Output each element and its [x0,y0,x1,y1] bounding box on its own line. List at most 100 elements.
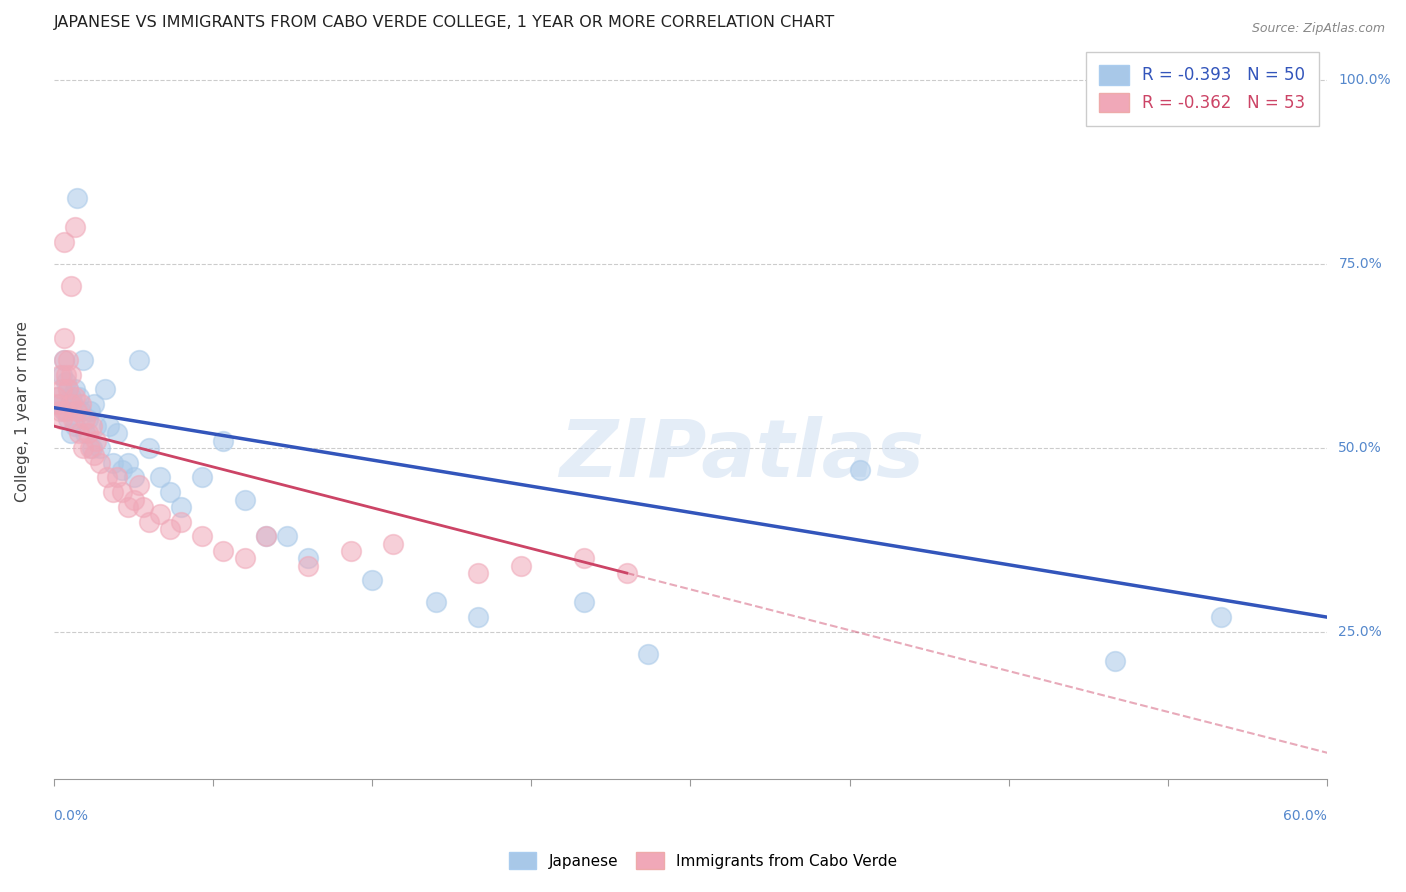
Point [59,397,82,411]
Point [159,522,181,536]
Point [55,404,77,418]
Point [233,492,256,507]
Point [58,352,80,367]
Point [93,382,115,396]
Point [467,610,489,624]
Point [89,441,111,455]
Point [509,558,531,573]
Point [53,404,76,418]
Point [425,595,447,609]
Point [276,529,298,543]
Point [53,331,76,345]
Point [138,441,160,455]
Point [117,456,139,470]
Point [110,485,132,500]
Point [467,566,489,580]
Point [297,558,319,573]
Point [63,390,86,404]
Point [96,470,118,484]
Point [58,382,80,396]
Point [51,382,73,396]
Point [63,220,86,235]
Point [149,470,172,484]
Text: JAPANESE VS IMMIGRANTS FROM CABO VERDE COLLEGE, 1 YEAR OR MORE CORRELATION CHART: JAPANESE VS IMMIGRANTS FROM CABO VERDE C… [53,15,835,30]
Point [79,441,101,455]
Point [128,352,150,367]
Point [124,470,146,484]
Point [149,507,172,521]
Text: 100.0%: 100.0% [1339,73,1391,87]
Legend: R = -0.393   N = 50, R = -0.362   N = 53: R = -0.393 N = 50, R = -0.362 N = 53 [1085,52,1319,126]
Point [637,647,659,661]
Point [84,419,107,434]
Point [58,382,80,396]
Point [89,456,111,470]
Point [53,352,76,367]
Point [72,352,94,367]
Point [46,390,69,404]
Point [574,551,596,566]
Point [67,426,90,441]
Point [59,279,82,293]
Point [49,404,72,418]
Point [59,426,82,441]
Point [53,352,76,367]
Point [83,397,105,411]
Point [212,434,235,448]
Point [66,191,89,205]
Point [76,426,98,441]
Point [49,397,72,411]
Point [45,390,67,404]
Point [84,434,107,448]
Point [339,544,361,558]
Point [59,390,82,404]
Point [132,500,155,514]
Point [1211,610,1233,624]
Point [382,536,405,550]
Text: 60.0%: 60.0% [1284,809,1327,823]
Point [128,478,150,492]
Point [254,529,277,543]
Point [212,544,235,558]
Point [110,463,132,477]
Point [124,492,146,507]
Point [191,470,214,484]
Legend: Japanese, Immigrants from Cabo Verde: Japanese, Immigrants from Cabo Verde [502,846,904,875]
Point [361,574,384,588]
Point [849,463,872,477]
Point [80,441,103,455]
Y-axis label: College, 1 year or more: College, 1 year or more [15,321,30,502]
Point [76,411,98,425]
Point [67,390,90,404]
Point [75,426,97,441]
Point [55,375,77,389]
Point [170,500,193,514]
Text: 50.0%: 50.0% [1339,441,1382,455]
Point [51,368,73,382]
Text: ZIPatlas: ZIPatlas [558,417,924,494]
Point [59,368,82,382]
Point [62,411,84,425]
Point [1104,654,1126,668]
Point [170,515,193,529]
Text: Source: ZipAtlas.com: Source: ZipAtlas.com [1251,22,1385,36]
Point [49,368,72,382]
Point [101,456,124,470]
Point [80,419,103,434]
Text: 0.0%: 0.0% [53,809,89,823]
Point [97,419,120,434]
Point [53,235,76,250]
Point [138,515,160,529]
Point [72,441,94,455]
Point [70,397,93,411]
Point [105,470,128,484]
Point [62,397,84,411]
Point [63,382,86,396]
Point [233,551,256,566]
Point [79,404,101,418]
Point [297,551,319,566]
Point [75,411,97,425]
Point [105,426,128,441]
Point [117,500,139,514]
Point [159,485,181,500]
